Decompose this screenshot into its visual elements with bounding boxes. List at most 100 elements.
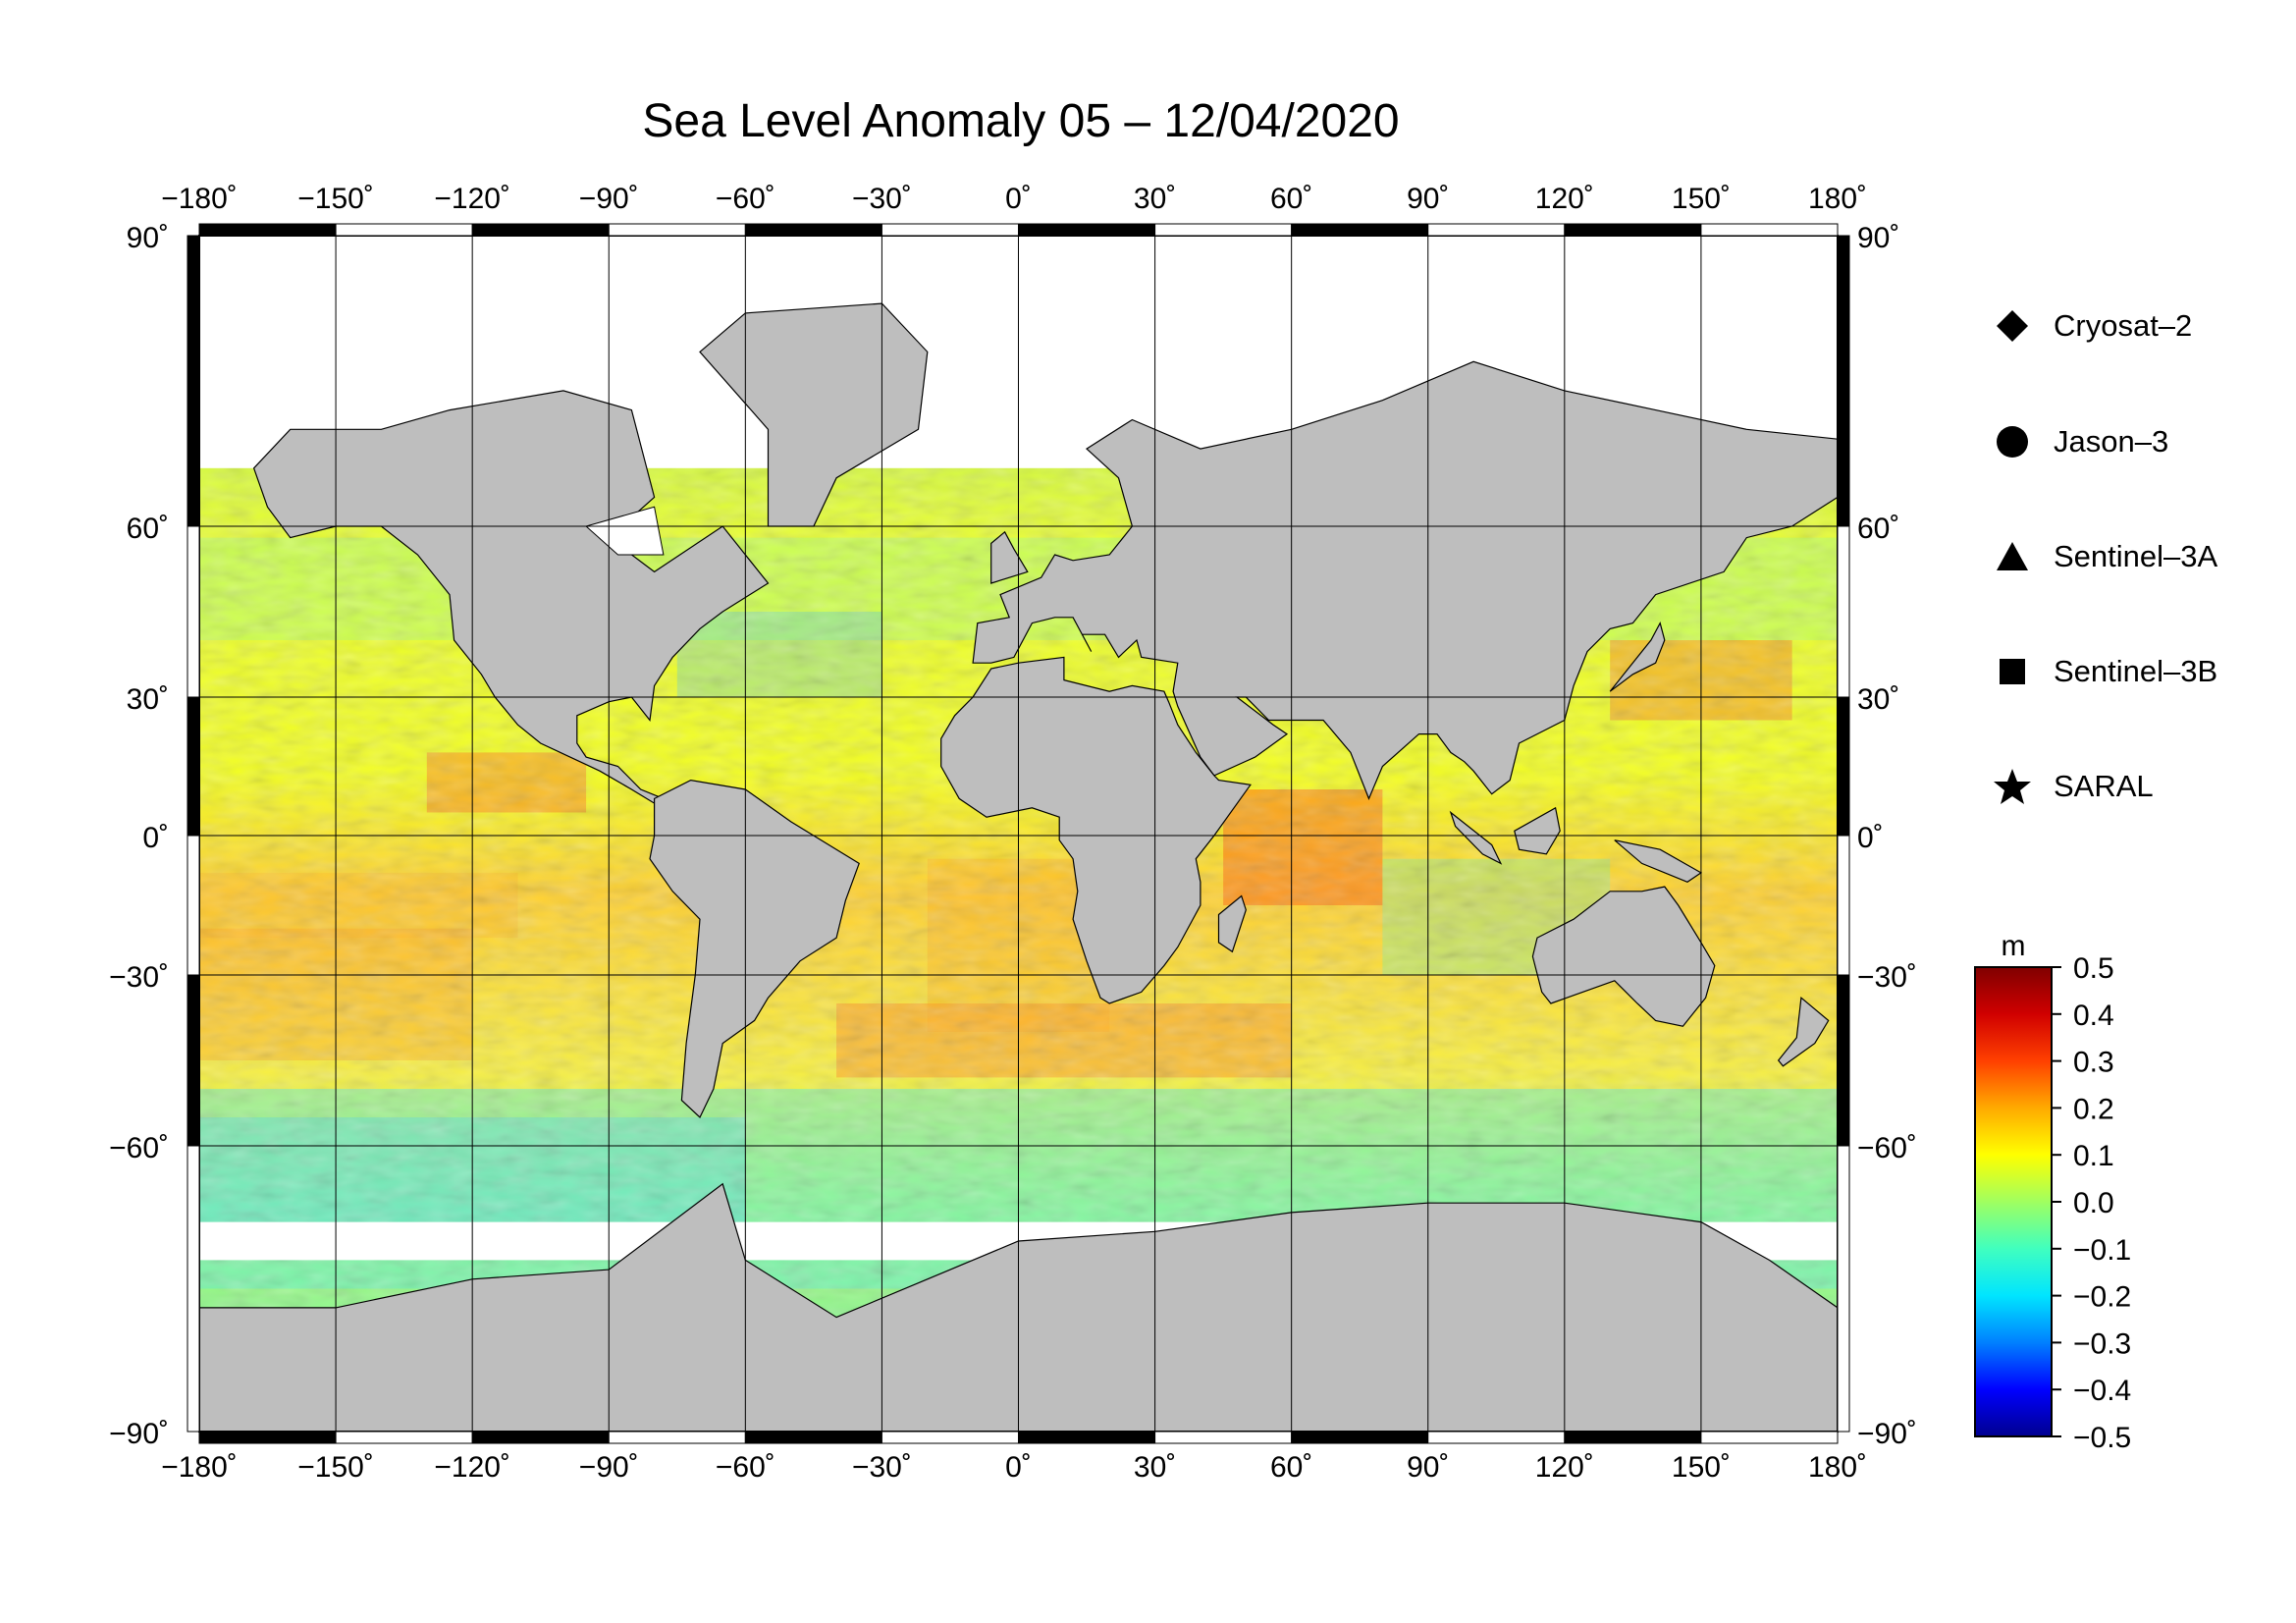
frame-segment <box>198 1431 337 1444</box>
lon-tick-bottom: −180˚ <box>161 1451 238 1484</box>
frame-segment <box>1291 223 1429 237</box>
frame-segment <box>471 1431 610 1444</box>
hudson-bay <box>585 506 665 556</box>
lon-tick-bottom: 0˚ <box>1005 1451 1032 1484</box>
lat-tick-right: −90˚ <box>1857 1418 1917 1450</box>
lat-tick-right: −30˚ <box>1857 961 1917 994</box>
land-borneo <box>1514 806 1561 855</box>
frame-segment <box>335 223 473 237</box>
lon-tick-bottom: 30˚ <box>1134 1451 1176 1484</box>
map-frame <box>187 223 1850 1444</box>
legend-label: Jason–3 <box>2054 424 2169 459</box>
legend-item: Sentinel–3B <box>1993 652 2217 691</box>
lon-tick-bottom: 150˚ <box>1672 1451 1731 1484</box>
frame-segment <box>1018 223 1156 237</box>
frame-segment <box>1837 235 1850 527</box>
frame-segment <box>187 835 200 976</box>
frame-segment <box>608 223 746 237</box>
diamond-icon <box>1993 306 2032 346</box>
colorbar-gradient <box>1974 966 2053 1437</box>
triangle-icon <box>1993 537 2032 576</box>
lat-tick-left: −90˚ <box>109 1418 169 1450</box>
colorbar-tick-label: 0.2 <box>2073 1093 2114 1125</box>
frame-segment <box>881 1431 1020 1444</box>
frame-segment <box>187 235 200 527</box>
lon-tick-bottom: −60˚ <box>716 1451 775 1484</box>
legend-label: SARAL <box>2054 769 2154 803</box>
colorbar: m 0.5 0.4 0.3 0.2 0.1 0.0 −0.1 −0.2 −0.3 −0.4 −0.5 <box>1974 930 2131 1454</box>
land-sumatra <box>1449 810 1503 865</box>
colorbar-tick-label: −0.5 <box>2073 1422 2131 1454</box>
land-new-zealand <box>1777 997 1830 1067</box>
lon-tick-bottom: −90˚ <box>579 1451 639 1484</box>
lat-tick-left: 0˚ <box>142 822 169 854</box>
lon-tick-bottom: 60˚ <box>1270 1451 1312 1484</box>
frame-segment <box>1700 1431 1839 1444</box>
colorbar-tick-label: −0.3 <box>2073 1327 2131 1360</box>
square-icon <box>1993 652 2032 691</box>
colorbar-tick-label: 0.5 <box>2073 952 2114 985</box>
frame-segment <box>881 223 1020 237</box>
figure-title: Sea Level Anomaly 05 – 12/04/2020 <box>642 95 1400 147</box>
frame-segment <box>1837 1145 1850 1433</box>
frame-segment <box>187 1145 200 1433</box>
lon-tick-bottom: 90˚ <box>1407 1451 1449 1484</box>
lon-tick-bottom: −150˚ <box>297 1451 374 1484</box>
frame-segment <box>1154 1431 1293 1444</box>
lon-tick-top: −60˚ <box>716 183 775 215</box>
frame-segment <box>1700 223 1839 237</box>
lat-tick-left: −60˚ <box>109 1132 169 1164</box>
circle-icon <box>1993 422 2032 461</box>
lat-tick-left: −30˚ <box>109 961 169 994</box>
frame-segment <box>608 1431 746 1444</box>
legend-label: Cryosat–2 <box>2054 308 2193 343</box>
lon-tick-top: 90˚ <box>1407 183 1449 215</box>
lon-tick-top: 120˚ <box>1535 183 1594 215</box>
lon-tick-top: −180˚ <box>161 183 238 215</box>
colorbar-tick-label: 0.3 <box>2073 1047 2114 1079</box>
lat-tick-left: 60˚ <box>127 513 169 545</box>
land-australia <box>1531 886 1716 1027</box>
frame-segment <box>744 1431 882 1444</box>
frame-segment <box>1427 223 1566 237</box>
legend-label: Sentinel–3B <box>2054 654 2218 688</box>
lon-tick-bottom: −30˚ <box>852 1451 912 1484</box>
lon-tick-top: 150˚ <box>1672 183 1731 215</box>
lon-tick-bottom: 120˚ <box>1535 1451 1594 1484</box>
frame-segment <box>1291 1431 1429 1444</box>
legend-item: Cryosat–2 <box>1993 306 2192 346</box>
legend-label: Sentinel–3A <box>2054 539 2218 573</box>
legend-item: SARAL <box>1993 767 2154 806</box>
colorbar-tick-label: −0.2 <box>2073 1281 2131 1314</box>
star-icon <box>1993 767 2032 806</box>
frame-segment <box>1837 525 1850 698</box>
land-new-guinea <box>1614 839 1703 883</box>
lon-tick-top: 30˚ <box>1134 183 1176 215</box>
lon-tick-bottom: −120˚ <box>434 1451 510 1484</box>
lon-tick-top: −30˚ <box>852 183 912 215</box>
lon-tick-top: 60˚ <box>1270 183 1312 215</box>
frame-segment <box>198 223 337 237</box>
legend-item: Jason–3 <box>1993 422 2168 461</box>
frame-segment <box>1837 696 1850 837</box>
lat-tick-right: −60˚ <box>1857 1132 1917 1164</box>
frame-segment <box>1837 835 1850 976</box>
lon-tick-top: −150˚ <box>297 183 374 215</box>
colorbar-tick-label: 0.4 <box>2073 1000 2114 1032</box>
lon-tick-top: 180˚ <box>1808 183 1867 215</box>
frame-segment <box>1018 1431 1156 1444</box>
colorbar-tick-label: 0.1 <box>2073 1140 2114 1172</box>
lat-tick-right: 90˚ <box>1857 222 1899 254</box>
frame-segment <box>1564 223 1702 237</box>
colorbar-tick-label: 0.0 <box>2073 1187 2114 1219</box>
frame-segment <box>1837 974 1850 1147</box>
land-eurasia <box>972 360 1838 800</box>
frame-segment <box>335 1431 473 1444</box>
land-madagascar <box>1217 894 1247 953</box>
map-content <box>199 236 1838 1432</box>
lon-tick-top: 0˚ <box>1005 183 1032 215</box>
frame-segment <box>187 974 200 1147</box>
frame-segment <box>471 223 610 237</box>
land-greenland <box>699 302 929 527</box>
